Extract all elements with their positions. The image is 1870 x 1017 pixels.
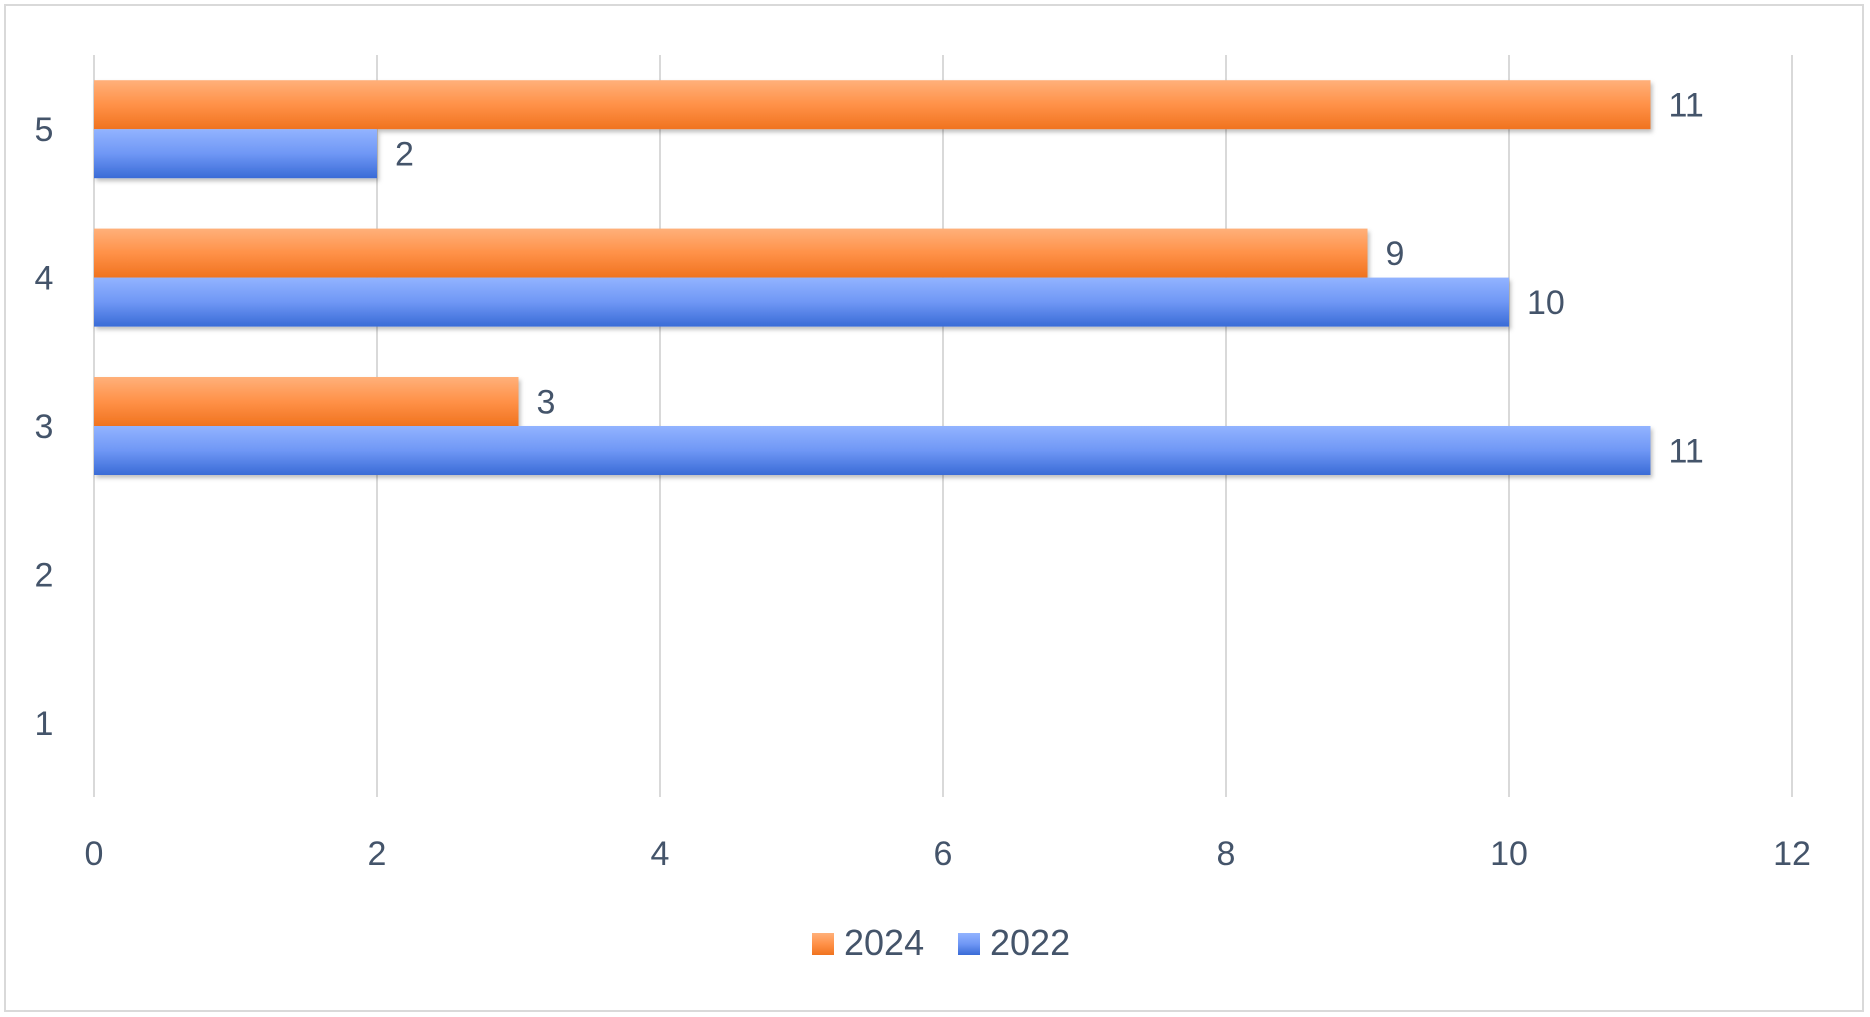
bars [94,80,1651,475]
x-tick-label-6: 6 [934,835,953,873]
data-labels: 3 11 9 10 11 2 [395,87,1704,471]
x-tick-label-12: 12 [1773,835,1811,873]
legend: 2024 2022 [812,922,1070,963]
x-tick-label-10: 10 [1490,835,1528,873]
bar-2024-cat-3 [94,377,519,426]
y-tick-label-3: 3 [35,408,54,446]
data-label-2022-cat-4: 10 [1527,284,1565,322]
data-label-2024-cat-5: 11 [1669,87,1704,125]
data-label-2024-cat-4: 9 [1386,235,1405,273]
y-tick-label-5: 5 [35,111,54,149]
legend-swatch-2022 [958,933,980,955]
x-tick-label-0: 0 [85,835,104,873]
y-axis-tick-labels: 1 2 3 4 5 [35,111,54,743]
bar-2022-cat-5 [94,129,377,179]
bar-2022-cat-3 [94,426,1651,475]
legend-label-2024: 2024 [844,922,924,963]
data-label-2022-cat-5: 2 [395,136,414,174]
bar-2022-cat-4 [94,277,1509,327]
y-tick-label-1: 1 [35,705,54,743]
x-tick-label-8: 8 [1217,835,1236,873]
legend-swatch-2024 [812,933,834,955]
x-tick-label-2: 2 [368,835,387,873]
legend-label-2022: 2022 [990,922,1070,963]
y-tick-label-4: 4 [35,260,54,298]
x-axis-tick-labels: 0 2 4 6 8 10 12 [85,835,1811,873]
bar-2024-cat-5 [94,80,1651,130]
bar-2024-cat-4 [94,228,1368,278]
x-tick-label-4: 4 [651,835,670,873]
data-label-2024-cat-3: 3 [537,384,556,422]
data-label-2022-cat-3: 11 [1669,433,1704,471]
y-tick-label-2: 2 [35,556,54,594]
